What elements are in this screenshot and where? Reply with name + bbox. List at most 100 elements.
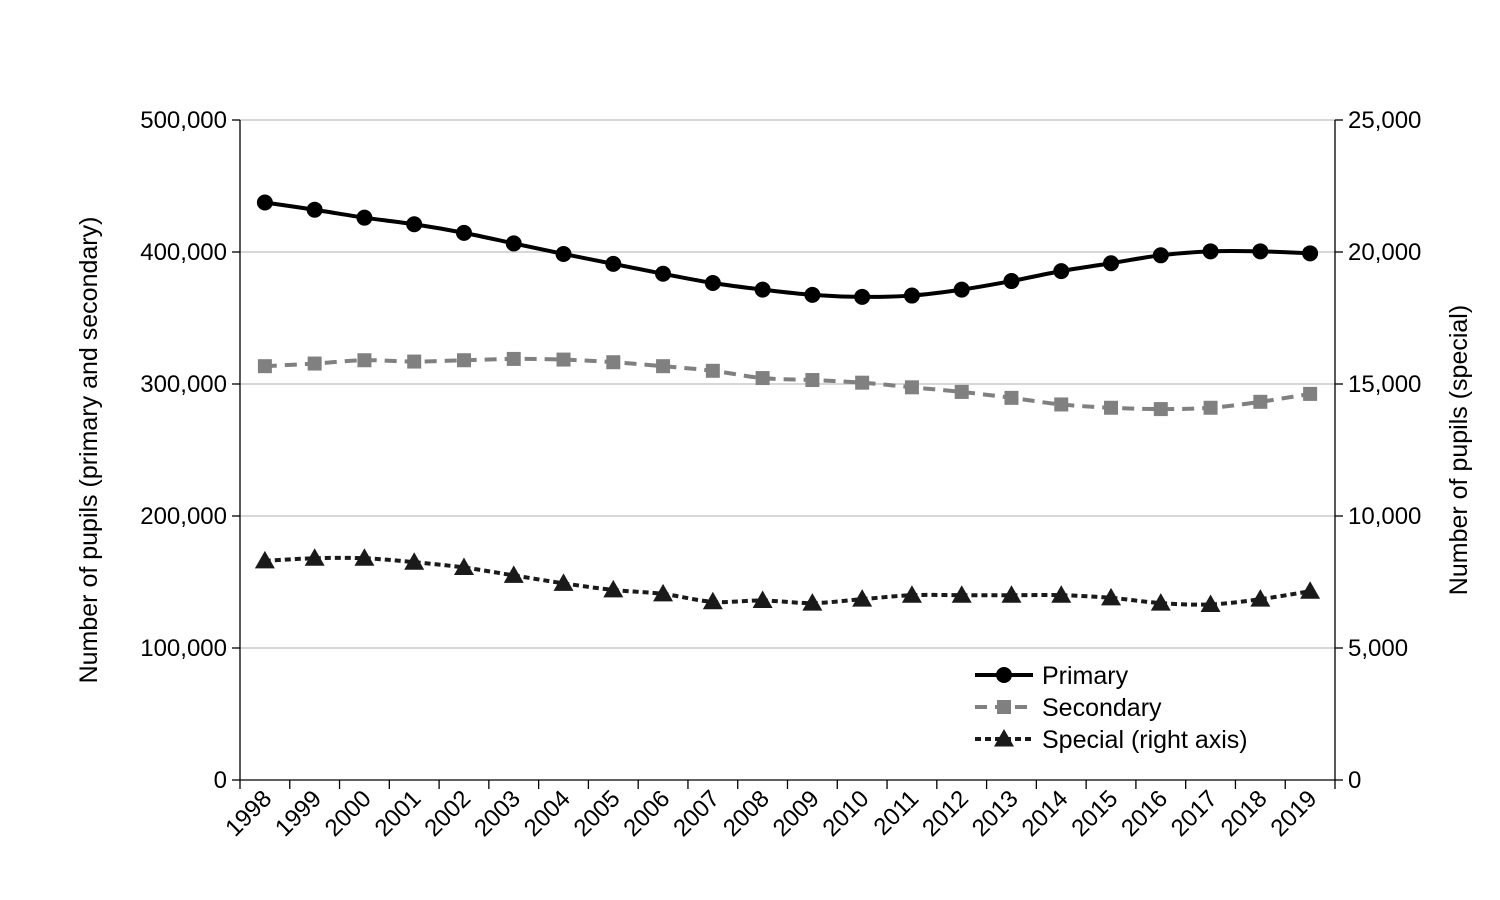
x-tick-label: 2017 [1166, 785, 1223, 842]
x-tick-label: 2009 [768, 785, 825, 842]
data-point [257, 359, 272, 374]
x-tick-label: 2019 [1266, 785, 1323, 842]
data-point [256, 194, 273, 211]
y-tick-label-right: 20,000 [1348, 239, 1421, 266]
y-tick-label-right: 25,000 [1348, 107, 1421, 134]
data-point [755, 371, 770, 386]
data-point [705, 363, 720, 378]
data-point [455, 224, 472, 241]
data-point [603, 579, 624, 598]
x-tick-label: 2013 [967, 785, 1024, 842]
data-point [404, 552, 425, 570]
x-tick-label: 2006 [618, 785, 675, 842]
y-tick-label-right: 0 [1348, 767, 1361, 794]
data-point [356, 209, 373, 226]
data-point [453, 557, 474, 575]
series-line [264, 356, 1311, 412]
legend-marker [994, 729, 1014, 747]
gridlines [240, 119, 1335, 649]
y-tick-label-left: 0 [214, 767, 227, 794]
x-tick-label: 2010 [818, 785, 875, 842]
y-tick-label-left: 200,000 [140, 503, 227, 530]
data-point [556, 352, 571, 367]
data-point [1003, 273, 1020, 290]
x-tick-label: 2004 [519, 785, 576, 842]
series-special [254, 548, 1321, 612]
x-tick-label: 2007 [668, 785, 725, 842]
data-point [1303, 386, 1318, 401]
data-point [1101, 587, 1122, 606]
y-tick-label-right: 10,000 [1348, 503, 1421, 530]
x-tick-label: 2002 [419, 785, 476, 842]
data-point [854, 288, 871, 305]
x-tick-label: 2003 [469, 785, 526, 842]
data-point [606, 355, 621, 370]
x-tick-label: 2015 [1066, 785, 1123, 842]
data-point [456, 353, 471, 368]
data-point [655, 265, 672, 282]
x-tick-label: 2011 [869, 785, 925, 841]
x-tick-label: 2001 [370, 785, 427, 842]
x-tick-label: 2008 [718, 785, 775, 842]
x-tick-label: 2005 [569, 785, 626, 842]
data-point [1300, 581, 1321, 599]
data-point [354, 548, 375, 566]
data-point [901, 585, 922, 603]
data-point [1253, 394, 1268, 409]
data-point [704, 275, 721, 292]
data-point [307, 356, 322, 371]
series-secondary [257, 351, 1318, 417]
y-tick-label-left: 500,000 [140, 107, 227, 134]
data-point [804, 286, 821, 303]
series-line [264, 555, 1311, 607]
data-point [407, 354, 422, 369]
data-point [406, 216, 423, 233]
legend-marker [996, 667, 1012, 683]
data-point [754, 281, 771, 298]
data-point [306, 201, 323, 218]
data-point [1053, 263, 1070, 280]
y-tick-label-left: 100,000 [140, 635, 227, 662]
x-tick-label: 1998 [220, 785, 277, 842]
x-tick-label: 2000 [320, 785, 377, 842]
x-tick-label: 2014 [1017, 785, 1074, 842]
data-point [752, 590, 773, 608]
data-point [503, 565, 524, 583]
data-point [1001, 585, 1022, 603]
y-tick-label-right: 5,000 [1348, 635, 1408, 662]
y-axis-title-left: Number of pupils (primary and secondary) [75, 217, 103, 684]
data-point [954, 384, 969, 399]
y-tick-label-left: 400,000 [140, 239, 227, 266]
data-point [852, 589, 873, 607]
legend-item: Secondary [975, 694, 1162, 722]
data-point [304, 548, 325, 566]
data-point [357, 353, 372, 368]
data-point [1200, 594, 1221, 612]
series-line [264, 200, 1311, 299]
data-point [505, 235, 522, 252]
data-point [555, 245, 572, 262]
data-point [1103, 255, 1120, 272]
legend: Primary Secondary Special (right axis) [975, 662, 1248, 754]
data-point [553, 573, 574, 591]
data-point [903, 287, 920, 304]
y-axis-title-right: Number of pupils (special) [1445, 305, 1473, 595]
data-point [1051, 585, 1072, 603]
series-lines [254, 194, 1321, 612]
y-tick-label-right: 15,000 [1348, 371, 1421, 398]
data-point [1054, 397, 1069, 412]
legend-label: Special (right axis) [1042, 726, 1248, 754]
data-point [1153, 402, 1168, 417]
data-point [1004, 390, 1019, 405]
data-point [1203, 400, 1218, 415]
data-point [1252, 243, 1269, 260]
data-point [653, 583, 674, 602]
legend-marker [997, 700, 1011, 714]
y-tick-label-left: 300,000 [140, 371, 227, 398]
data-point [1302, 245, 1319, 262]
data-point [1150, 593, 1171, 611]
data-point [951, 585, 972, 603]
data-point [506, 351, 521, 366]
